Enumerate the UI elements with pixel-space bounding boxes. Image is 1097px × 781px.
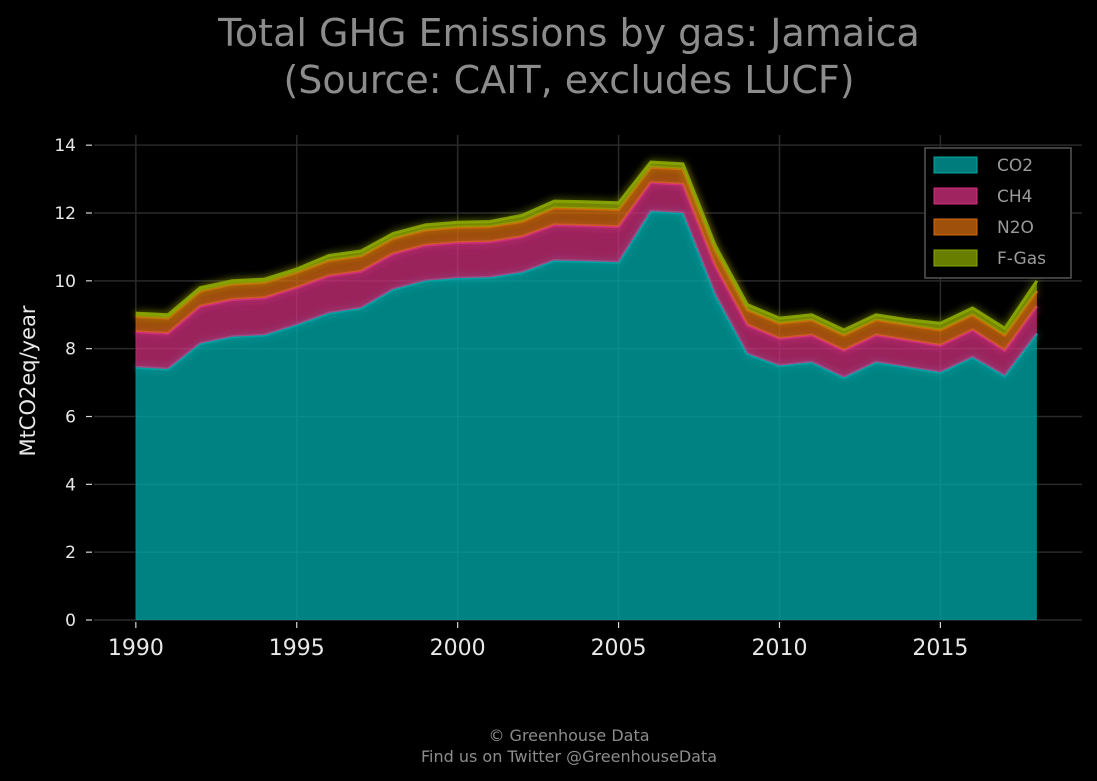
- y-tick-label: 12: [54, 204, 76, 224]
- y-tick-label: 6: [65, 408, 76, 428]
- x-tick-label: 2015: [912, 636, 968, 661]
- x-tick-label: 2010: [751, 636, 807, 661]
- area-co2: [135, 211, 1037, 621]
- legend-swatch-co2: [933, 156, 978, 174]
- axes: 0 2 4 6 8 10 12 14 1990 1995 2000 2005 2010 2015: [54, 136, 968, 661]
- line-f-gas: [135, 160, 1039, 332]
- y-tick-label: 2: [65, 543, 76, 563]
- area-ch4: [135, 182, 1037, 378]
- y-tick-label: 4: [65, 475, 76, 495]
- chart-title: Total GHG Emissions by gas: Jamaica: [217, 11, 920, 55]
- x-tick-label: 2000: [430, 636, 486, 661]
- legend-label-n2o: N2O: [997, 218, 1034, 238]
- y-axis-label: MtCO2eq/year: [16, 305, 40, 456]
- footer-twitter: Find us on Twitter @GreenhouseData: [421, 747, 717, 766]
- legend-swatch-n2o: [933, 218, 978, 236]
- area-n2o: [135, 167, 1037, 351]
- legend-swatch-ch4: [933, 187, 978, 205]
- legend-label-ch4: CH4: [997, 187, 1032, 207]
- legend-label-co2: CO2: [997, 156, 1033, 176]
- footer-copyright: © Greenhouse Data: [488, 726, 649, 745]
- y-tick-label: 8: [65, 340, 76, 360]
- legend: CO2 CH4 N2O F-Gas: [924, 147, 1072, 279]
- legend-label-f-gas: F-Gas: [997, 249, 1046, 269]
- x-tick-label: 1995: [269, 636, 325, 661]
- y-tick-label: 0: [65, 611, 76, 631]
- legend-swatch-f-gas: [933, 249, 978, 267]
- y-tick-label: 10: [54, 272, 76, 292]
- chart-subtitle: (Source: CAIT, excludes LUCF): [283, 58, 854, 102]
- y-tick-label: 14: [54, 136, 76, 156]
- stacked-areas: [135, 160, 1039, 621]
- x-tick-label: 1990: [108, 636, 164, 661]
- x-tick-label: 2005: [591, 636, 647, 661]
